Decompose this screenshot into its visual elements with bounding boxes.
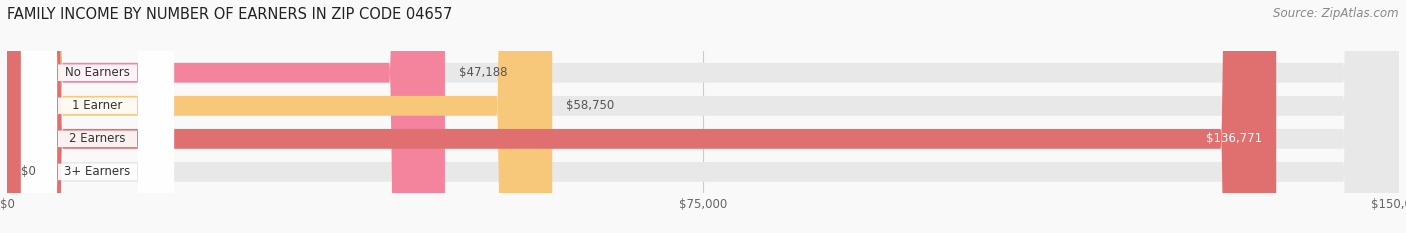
FancyBboxPatch shape <box>7 0 1399 233</box>
FancyBboxPatch shape <box>7 0 553 233</box>
Text: FAMILY INCOME BY NUMBER OF EARNERS IN ZIP CODE 04657: FAMILY INCOME BY NUMBER OF EARNERS IN ZI… <box>7 7 453 22</box>
Text: 1 Earner: 1 Earner <box>72 99 122 112</box>
FancyBboxPatch shape <box>21 0 174 233</box>
Text: 2 Earners: 2 Earners <box>69 132 125 145</box>
Text: 3+ Earners: 3+ Earners <box>65 165 131 178</box>
FancyBboxPatch shape <box>7 0 1399 233</box>
Text: Source: ZipAtlas.com: Source: ZipAtlas.com <box>1274 7 1399 20</box>
FancyBboxPatch shape <box>7 0 1399 233</box>
Text: $0: $0 <box>21 165 35 178</box>
FancyBboxPatch shape <box>7 0 1399 233</box>
FancyBboxPatch shape <box>7 0 444 233</box>
Text: $47,188: $47,188 <box>458 66 508 79</box>
Text: No Earners: No Earners <box>65 66 129 79</box>
FancyBboxPatch shape <box>21 0 174 233</box>
FancyBboxPatch shape <box>21 0 174 233</box>
FancyBboxPatch shape <box>21 0 174 233</box>
FancyBboxPatch shape <box>7 0 1277 233</box>
Text: $136,771: $136,771 <box>1206 132 1263 145</box>
Text: $58,750: $58,750 <box>567 99 614 112</box>
